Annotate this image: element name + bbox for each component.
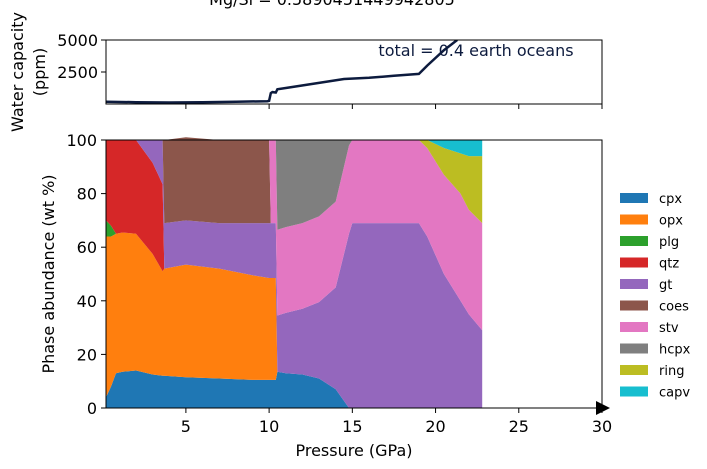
water-capacity-ylabel-line2: (ppm) <box>30 48 49 96</box>
legend-label-cpx: cpx <box>659 192 682 207</box>
legend-label-plg: plg <box>659 235 679 250</box>
top-y-tick-label: 5000 <box>57 31 98 50</box>
x-tick-label: 5 <box>181 417 191 436</box>
y-tick-label: 20 <box>77 345 97 364</box>
phase-abundance-panel: 0 20 40 60 80 100 5 10 15 20 25 30 Pressure (GPa) P… <box>39 131 612 460</box>
x-tick-label: 10 <box>259 417 279 436</box>
legend-swatch-gt <box>620 279 648 289</box>
legend-swatch-ring <box>620 365 648 375</box>
y-tick-label: 60 <box>77 238 97 257</box>
x-axis-label: Pressure (GPa) <box>295 441 412 460</box>
total-oceans-annotation: total = 0.4 earth oceans <box>378 41 573 60</box>
legend-swatch-hcpx <box>620 344 648 354</box>
legend-label-gt: gt <box>659 278 672 293</box>
legend-swatch-opx <box>620 215 648 225</box>
y-tick-label: 100 <box>66 131 97 150</box>
water-capacity-panel: 5000 2500 total = 0.4 earth oceans Water … <box>8 12 602 132</box>
x-tick-label: 25 <box>509 417 529 436</box>
y-tick-label: 40 <box>77 292 97 311</box>
legend-swatch-cpx <box>620 193 648 203</box>
y-tick-label: 80 <box>77 185 97 204</box>
y-tick-label: 0 <box>87 399 97 418</box>
legend-label-capv: capv <box>659 386 690 401</box>
legend-swatch-coes <box>620 301 648 311</box>
chart-title: Mg/Si = 0.5890451449942805 <box>209 0 455 9</box>
water-capacity-ylabel-line1: Water capacity <box>8 12 27 132</box>
legend-label-coes: coes <box>659 300 689 315</box>
x-tick-label: 30 <box>592 417 612 436</box>
legend-label-qtz: qtz <box>659 257 679 272</box>
legend-swatch-qtz <box>620 258 648 268</box>
legend-swatch-stv <box>620 322 648 332</box>
legend-label-stv: stv <box>659 321 679 336</box>
x-axis-arrowhead <box>596 401 610 415</box>
y-axis-label: Phase abundance (wt %) <box>39 174 58 373</box>
legend-swatch-plg <box>620 236 648 246</box>
legend-label-opx: opx <box>659 214 683 229</box>
legend: cpx opx plg qtz gt coes stv hcpx ring capv <box>620 192 691 401</box>
legend-swatch-capv <box>620 387 648 397</box>
legend-label-ring: ring <box>659 364 684 379</box>
x-tick-label: 20 <box>425 417 445 436</box>
legend-label-hcpx: hcpx <box>659 343 691 358</box>
top-y-tick-label: 2500 <box>57 63 98 82</box>
x-tick-label: 15 <box>342 417 362 436</box>
